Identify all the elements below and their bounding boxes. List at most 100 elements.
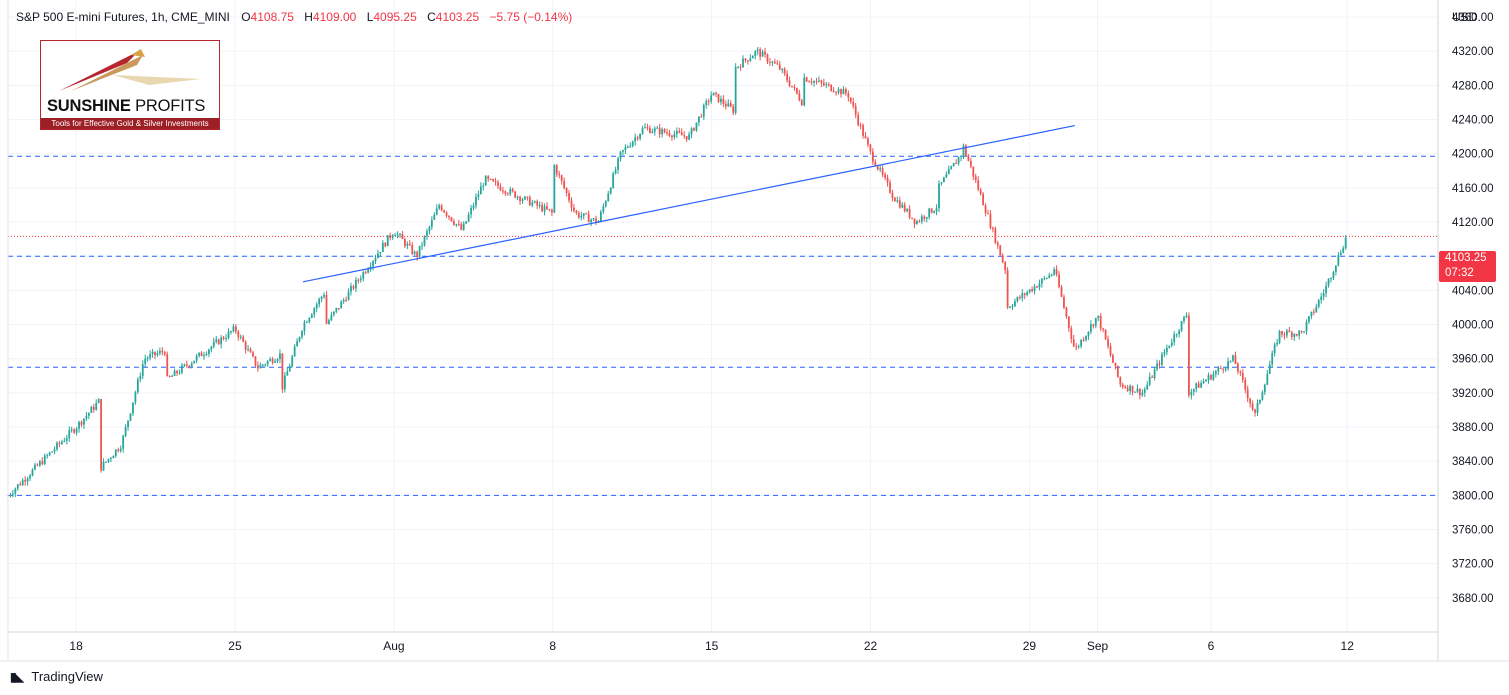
candle-body xyxy=(1082,339,1085,341)
candle-body xyxy=(524,196,526,200)
candle-body xyxy=(237,331,240,338)
candle-body xyxy=(453,221,455,225)
candle-body xyxy=(386,235,389,247)
candle-body xyxy=(913,218,916,224)
candle-body xyxy=(1161,354,1163,365)
candle-body xyxy=(239,336,242,338)
candle-body xyxy=(247,349,249,351)
candle-body xyxy=(198,352,200,356)
candle-body xyxy=(1207,375,1210,380)
candle-body xyxy=(43,455,46,465)
candle-body xyxy=(1006,270,1009,308)
candle-body xyxy=(999,245,1002,256)
candle-body xyxy=(1266,373,1269,385)
high-label: H xyxy=(304,10,313,24)
candle-body xyxy=(413,251,416,254)
candle-body xyxy=(548,209,551,211)
candle-body xyxy=(1310,311,1313,317)
candle-body xyxy=(891,192,894,198)
candle-body xyxy=(987,213,989,215)
candle-body xyxy=(783,68,786,74)
candle-body xyxy=(46,455,49,457)
low-value: 4095.25 xyxy=(373,10,417,24)
candle-body xyxy=(242,336,245,342)
candle-body xyxy=(1295,334,1298,336)
candle-body xyxy=(636,137,639,139)
x-tick-label: Sep xyxy=(1087,639,1109,653)
tradingview-watermark[interactable]: ▮◣ TradingView xyxy=(10,669,103,684)
candle-body xyxy=(1048,275,1051,278)
candle-body xyxy=(577,212,580,218)
candle-body xyxy=(1322,293,1325,297)
candle-body xyxy=(974,176,977,181)
candle-body xyxy=(639,133,641,139)
candle-body xyxy=(994,228,997,243)
candle-body xyxy=(1273,344,1276,354)
candle-body xyxy=(105,461,107,463)
candle-body xyxy=(984,205,987,214)
candle-body xyxy=(325,294,328,324)
candle-body xyxy=(901,204,904,208)
symbol-title: S&P 500 E-mini Futures, 1h, CME_MINI xyxy=(16,10,230,24)
candle-body xyxy=(874,161,877,167)
candle-body xyxy=(629,146,632,148)
candle-body xyxy=(487,176,490,179)
candle-body xyxy=(791,85,793,87)
candle-body xyxy=(747,60,749,62)
candle-body xyxy=(712,92,715,96)
candle-body xyxy=(232,326,235,332)
candle-body xyxy=(1058,274,1060,288)
candle-body xyxy=(857,114,860,125)
candle-body xyxy=(374,257,377,262)
candle-body xyxy=(122,436,125,449)
candle-body xyxy=(1168,345,1171,348)
candle-body xyxy=(705,100,708,106)
candle-body xyxy=(957,157,960,164)
candle-body xyxy=(445,212,448,216)
candle-body xyxy=(1325,285,1327,294)
candle-body xyxy=(61,441,63,444)
candle-body xyxy=(362,272,365,279)
candle-body xyxy=(1156,363,1158,370)
candle-body xyxy=(21,480,24,486)
candle-body xyxy=(107,458,110,462)
candle-body xyxy=(607,193,610,202)
candle-body xyxy=(972,166,975,177)
candle-body xyxy=(58,442,61,444)
candle-body xyxy=(1237,363,1239,372)
candle-body xyxy=(401,234,404,240)
candle-body xyxy=(796,87,798,94)
candle-body xyxy=(252,352,254,357)
candle-body xyxy=(70,429,73,431)
candle-body xyxy=(1261,392,1264,400)
candle-body xyxy=(1217,368,1220,372)
y-tick-label: 3880.00 xyxy=(1452,422,1494,434)
candle-body xyxy=(1001,255,1004,263)
candle-body xyxy=(771,61,774,63)
high-value: 4109.00 xyxy=(312,10,357,24)
x-tick-label: 6 xyxy=(1208,639,1215,653)
candle-body xyxy=(450,217,453,222)
candle-body xyxy=(813,81,815,83)
candle-body xyxy=(1170,342,1173,346)
candle-body xyxy=(154,351,156,356)
candle-body xyxy=(1026,292,1029,295)
candle-body xyxy=(29,475,31,479)
candle-body xyxy=(1018,297,1021,299)
candle-body xyxy=(394,235,396,237)
candle-body xyxy=(759,49,762,57)
candle-body xyxy=(1153,369,1156,378)
candle-body xyxy=(661,129,664,135)
candle-body xyxy=(1050,274,1053,276)
candle-body xyxy=(894,197,896,202)
candle-body xyxy=(293,346,296,357)
candle-body xyxy=(78,421,80,429)
candle-body xyxy=(1023,293,1026,295)
candle-body xyxy=(1102,328,1105,330)
candle-body xyxy=(1212,374,1215,380)
candle-body xyxy=(1080,339,1082,347)
open-label: O xyxy=(241,10,251,24)
candle-body xyxy=(1134,391,1136,393)
